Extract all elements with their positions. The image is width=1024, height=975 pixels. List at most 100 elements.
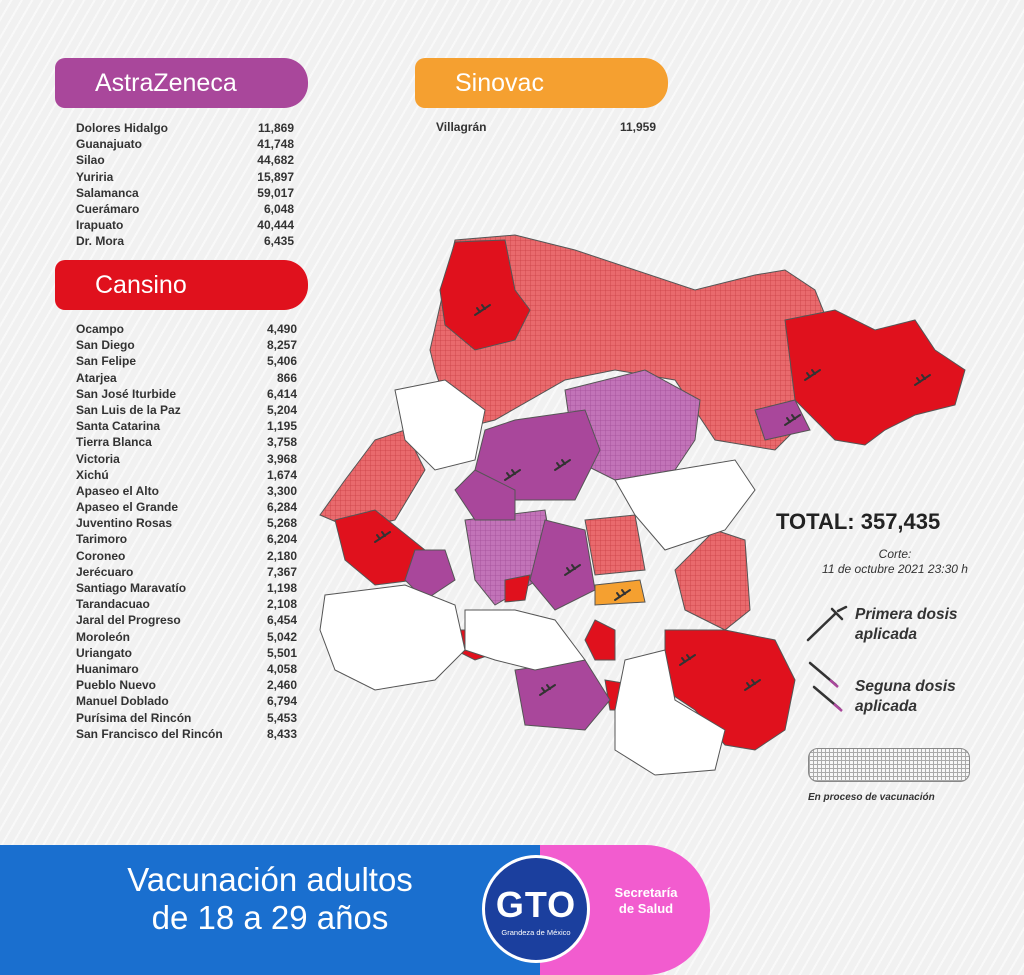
list-row: Yuriria 15,897	[76, 169, 294, 185]
municipality-name: Moroleón	[76, 629, 130, 644]
municipality-name: Uriangato	[76, 645, 133, 660]
region-southeast-grid	[674, 529, 751, 631]
region-southeast-red	[664, 629, 796, 751]
dose-count: 6,284	[266, 500, 297, 515]
municipality-name: Atarjea	[76, 370, 117, 385]
municipality-name: Tarandacuao	[76, 597, 150, 612]
dose-count: 5,042	[266, 629, 297, 644]
list-row: Cuerámaro 6,048	[76, 201, 294, 217]
municipality-name: Ocampo	[76, 322, 125, 336]
dose-count: 1,198	[266, 581, 297, 595]
banner-blue-section	[0, 845, 540, 975]
dose-count: 6,794	[266, 694, 297, 709]
municipality-name: Dr. Mora	[76, 234, 125, 249]
dose-count: 11,959	[619, 120, 656, 134]
dose-count: 44,682	[257, 153, 294, 168]
region-white-south2	[614, 649, 726, 776]
municipality-name: Pueblo Nuevo	[76, 678, 157, 693]
list-row: Tierra Blanca 3,758	[76, 434, 297, 450]
gto-logo-subtext: Grandeza de México	[501, 928, 571, 937]
list-row: Manuel Doblado 6,794	[76, 693, 297, 709]
list-row: Apaseo el Grande 6,284	[76, 499, 297, 515]
municipality-name: Salamanca	[76, 185, 139, 200]
list-row: Santa Catarina 1,195	[76, 418, 297, 434]
municipality-name: Santiago Maravatío	[76, 581, 187, 595]
dose-count: 2,180	[266, 548, 297, 563]
syringe-icon	[374, 531, 391, 543]
syringe-icon	[784, 414, 801, 426]
municipality-name: Villagrán	[436, 120, 487, 134]
list-row: Juventino Rosas 5,268	[76, 515, 297, 531]
list-row: Pueblo Nuevo 2,460	[76, 677, 297, 693]
list-row: Purísima del Rincón 5,453	[76, 710, 297, 726]
legend-grid-swatch	[808, 748, 970, 782]
region-white-south	[464, 609, 586, 671]
region-silao	[404, 549, 456, 601]
dose-count: 1,674	[266, 467, 297, 482]
dose-count: 59,017	[257, 185, 294, 200]
legend-first-dose: Primera dosis aplicada	[855, 606, 958, 643]
list-row: Huanimaro 4,058	[76, 661, 297, 677]
region-dolores	[474, 409, 601, 501]
list-row: Coroneo 2,180	[76, 548, 297, 564]
municipality-name: Manuel Doblado	[76, 694, 169, 709]
list-row: Tarandacuao 2,108	[76, 596, 297, 612]
municipality-name: Dolores Hidalgo	[76, 121, 169, 135]
syringe-icon	[554, 459, 571, 471]
dose-count: 11,869	[257, 121, 294, 135]
syringe-double-icon	[808, 661, 843, 712]
municipality-name: Purísima del Rincón	[76, 710, 192, 725]
dose-count: 40,444	[257, 218, 294, 233]
list-row: Silao 44,682	[76, 152, 294, 168]
region-center-red	[504, 574, 531, 603]
dose-count: 4,490	[266, 322, 297, 336]
dose-count: 6,048	[263, 201, 294, 216]
cutoff-datetime: 11 de octubre 2021 23:30 h	[822, 562, 968, 576]
region-guanajuato-city	[454, 469, 516, 521]
dose-count: 5,501	[266, 645, 297, 660]
sinovac-header: Sinovac	[415, 58, 668, 108]
municipality-name: San Felipe	[76, 354, 137, 369]
list-row: Santiago Maravatío 1,198	[76, 580, 297, 596]
gto-logo: GTO Grandeza de México	[482, 855, 590, 963]
dose-count: 8,257	[266, 338, 297, 353]
syringe-icon	[679, 654, 696, 666]
cansino-title: Cansino	[95, 271, 187, 299]
gto-logo-text: GTO	[495, 884, 577, 925]
legend-in-process: En proceso de vacunación	[808, 792, 935, 803]
municipality-name: Irapuato	[76, 218, 124, 233]
list-row: Apaseo el Alto 3,300	[76, 483, 297, 499]
secretaria-line2: de Salud	[618, 901, 674, 916]
dose-count: 7,367	[266, 564, 297, 579]
dose-count: 4,058	[266, 661, 297, 676]
syringe-icon	[504, 469, 521, 481]
municipality-name: Tierra Blanca	[76, 435, 152, 450]
municipality-name: Huanimaro	[76, 661, 139, 676]
dose-count: 5,453	[266, 710, 297, 725]
list-row: Irapuato 40,444	[76, 217, 294, 233]
region-salamanca	[529, 519, 596, 611]
municipality-name: Tarimoro	[76, 532, 128, 547]
sinovac-list: Villagrán 11,959	[436, 119, 656, 135]
list-row: Dr. Mora 6,435	[76, 233, 294, 249]
syringe-icon	[914, 374, 931, 386]
sinovac-title: Sinovac	[455, 69, 544, 97]
dose-count: 2,460	[266, 678, 297, 693]
region-ocampo	[439, 239, 531, 351]
dose-count: 15,897	[257, 169, 294, 184]
syringe-icon	[564, 564, 581, 576]
banner-title: Vacunación adultos de 18 a 29 años	[60, 861, 480, 937]
banner-title-line1: Vacunación adultos	[127, 861, 413, 898]
municipality-name: San Diego	[76, 338, 135, 353]
list-row: Tarimoro 6,204	[76, 531, 297, 547]
list-row: Victoria 3,968	[76, 451, 297, 467]
list-row: Jerécuaro 7,367	[76, 564, 297, 580]
municipality-name: Silao	[76, 153, 105, 168]
dose-count: 41,748	[257, 137, 294, 152]
municipality-name: Guanajuato	[76, 137, 143, 152]
dose-count: 5,268	[266, 516, 297, 531]
region-northeast-red	[784, 309, 966, 446]
dose-count: 6,414	[266, 386, 297, 401]
region-drmora	[754, 399, 811, 441]
list-row: Uriangato 5,501	[76, 645, 297, 661]
